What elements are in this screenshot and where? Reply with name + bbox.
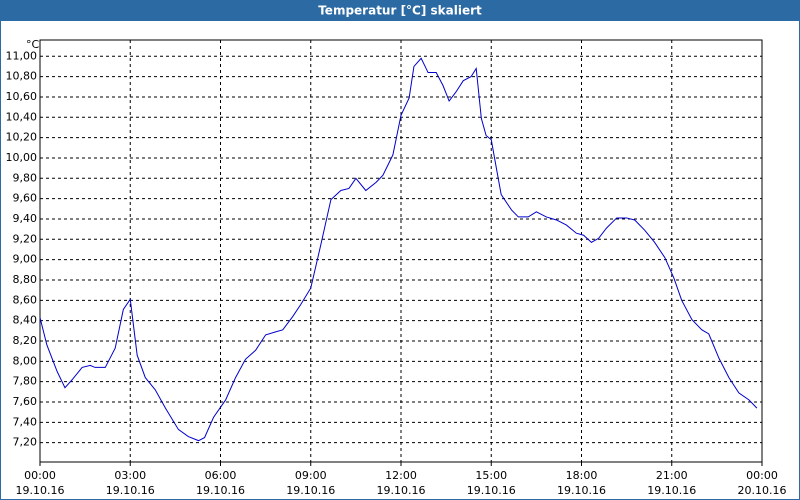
x-tick-date: 19.10.16	[557, 484, 606, 497]
x-tick-label: 21:00	[656, 469, 688, 482]
x-tick-label: 06:00	[205, 469, 237, 482]
y-tick-label: 8,20	[13, 334, 38, 347]
y-tick-label: 10,00	[6, 151, 38, 164]
y-tick-label: 11,00	[6, 49, 38, 62]
y-tick-label: 8,00	[13, 354, 38, 367]
x-tick-label: 09:00	[295, 469, 327, 482]
x-tick-label: 12:00	[385, 469, 417, 482]
y-tick-label: 9,20	[13, 232, 38, 245]
data-line	[39, 57, 758, 442]
x-tick-label: 03:00	[114, 469, 146, 482]
y-tick-label: 8,40	[13, 314, 38, 327]
y-tick-label: 10,60	[6, 90, 38, 103]
y-unit: °C	[26, 38, 40, 51]
y-tick-label: 8,80	[13, 273, 38, 286]
x-tick-label: 15:00	[475, 469, 507, 482]
y-tick-label: 8,60	[13, 293, 38, 306]
x-tick-label: 00:00	[746, 469, 778, 482]
chart-title: Temperatur [°C] skaliert	[318, 4, 482, 18]
y-tick-label: 9,00	[13, 253, 38, 266]
y-tick-label: 10,20	[6, 131, 38, 144]
y-tick-label: 7,60	[13, 395, 38, 408]
x-tick-date: 19.10.16	[106, 484, 155, 497]
title-bar	[0, 0, 800, 21]
x-tick-date: 19.10.16	[16, 484, 65, 497]
y-tick-label: 10,80	[6, 70, 38, 83]
x-tick-label: 00:00	[24, 469, 56, 482]
y-tick-label: 7,80	[13, 375, 38, 388]
x-tick-date: 19.10.16	[286, 484, 335, 497]
y-tick-label: 7,40	[13, 415, 38, 428]
x-tick-date: 19.10.16	[196, 484, 245, 497]
x-tick-date: 20.10.16	[738, 484, 787, 497]
y-tick-label: 10,40	[6, 110, 38, 123]
x-tick-date: 19.10.16	[647, 484, 696, 497]
y-tick-label: 9,60	[13, 192, 38, 205]
x-tick-date: 19.10.16	[377, 484, 426, 497]
y-tick-label: 9,40	[13, 212, 38, 225]
x-tick-date: 19.10.16	[467, 484, 516, 497]
x-tick-label: 18:00	[566, 469, 598, 482]
y-tick-label: 9,80	[13, 171, 38, 184]
y-tick-label: 7,20	[13, 436, 38, 449]
